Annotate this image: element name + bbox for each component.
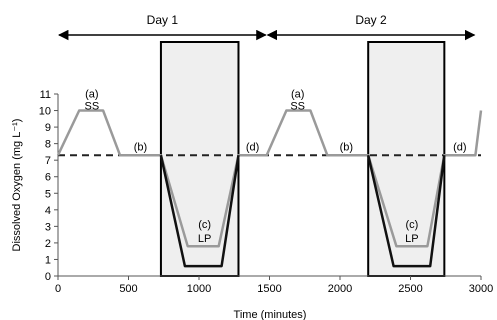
day-arrows: Day 1 Day 2 xyxy=(59,13,474,35)
annotation-label: (d) xyxy=(246,141,259,153)
y-tick-label: 10 xyxy=(39,106,51,118)
y-tick-label: 11 xyxy=(40,89,51,101)
y-tick-label: 2 xyxy=(45,238,51,250)
y-tick-label: 0 xyxy=(45,271,51,283)
annotation-label: (b) xyxy=(134,141,147,153)
x-axis-title: Time (minutes) xyxy=(234,309,307,320)
annotation-label: SS xyxy=(84,101,99,113)
y-tick-label: 9 xyxy=(45,122,51,134)
y-axis-title: Dissolved Oxygen (mg L⁻¹) xyxy=(11,119,23,252)
annotation-label: LP xyxy=(198,233,211,245)
annotation-label: (a) xyxy=(85,88,98,100)
x-tick-label: 2500 xyxy=(398,283,422,295)
x-tick-label: 1500 xyxy=(257,283,281,295)
annotation-label: (d) xyxy=(453,141,466,153)
annotation-label: (b) xyxy=(340,141,353,153)
x-tick-label: 3000 xyxy=(469,283,493,295)
y-tick-label: 5 xyxy=(45,188,51,200)
y-tick-label: 8 xyxy=(45,139,51,151)
x-tick-label: 2000 xyxy=(328,283,352,295)
x-tick-label: 1000 xyxy=(187,283,211,295)
x-tick-label: 0 xyxy=(55,283,61,295)
day-label: Day 1 xyxy=(147,13,179,27)
annotation-label: (c) xyxy=(405,219,418,231)
x-tick-label: 500 xyxy=(119,283,137,295)
y-tick-label: 3 xyxy=(45,221,51,233)
y-tick-label: 4 xyxy=(45,205,51,217)
y-tick-label: 6 xyxy=(45,172,51,184)
annotation-label: (c) xyxy=(198,219,211,231)
y-tick-label: 7 xyxy=(45,155,51,167)
annotation-label: SS xyxy=(290,101,305,113)
annotation-label: (a) xyxy=(291,88,304,100)
day-label: Day 2 xyxy=(355,13,387,27)
y-tick-label: 1 xyxy=(45,254,51,266)
annotation-label: LP xyxy=(405,233,418,245)
